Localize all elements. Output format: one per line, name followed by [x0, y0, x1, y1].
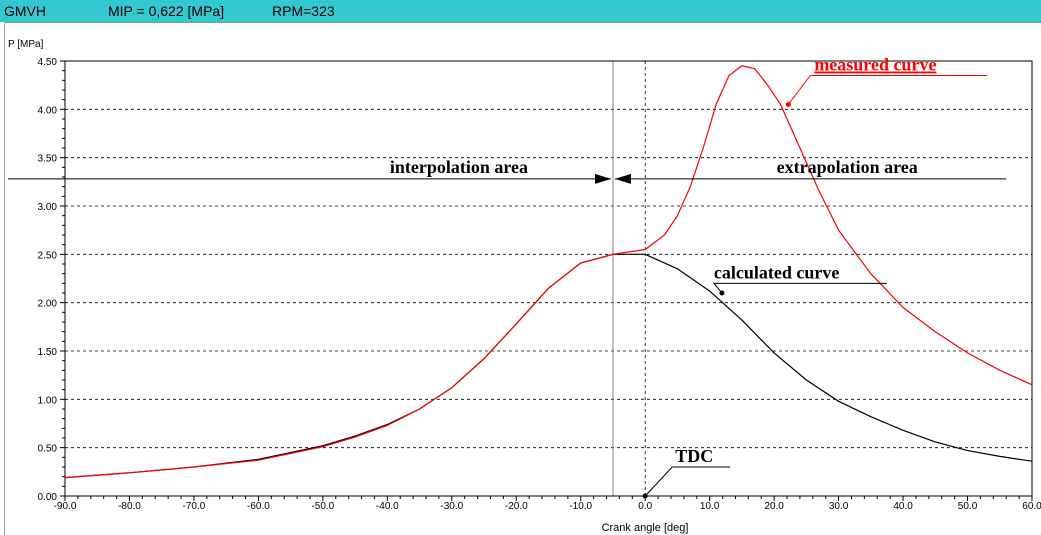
y-tick-label: 2.50 [38, 250, 58, 261]
x-tick-label: -10.0 [569, 501, 592, 512]
calculated-curve-callout-line [712, 282, 887, 294]
x-tick-label: 30.0 [829, 501, 849, 512]
y-tick-label: 3.50 [38, 154, 58, 165]
plot-frame [64, 60, 1033, 497]
y-tick-label: 4.50 [38, 57, 58, 68]
x-tick-label: -40.0 [376, 501, 399, 512]
measured-curve-callout-line [787, 75, 987, 105]
rpm-readout: RPM=323 [272, 3, 335, 19]
x-tick-label: -20.0 [505, 501, 528, 512]
interpolation-arrowhead [594, 173, 611, 184]
y-axis-label: P [MPa] [8, 39, 44, 50]
y-tick-label: 4.00 [38, 105, 58, 116]
x-tick-label: 50.0 [958, 501, 978, 512]
x-tick-label: -50.0 [311, 501, 334, 512]
chart-annotations: interpolation area extrapolation area meas… [8, 55, 1007, 499]
chart-lines [64, 65, 1033, 479]
tdc-callout-line [644, 466, 731, 497]
interpolation-area-label: interpolation area [390, 157, 528, 177]
y-tick-label: 0.50 [38, 444, 58, 455]
measured-curve-label: measured curve [814, 55, 936, 75]
y-tick-label: 2.00 [38, 299, 58, 310]
title-bar: GMVH MIP = 0,622 [MPa] RPM=323 [0, 0, 1041, 23]
x-axis-label: Crank angle [deg] [602, 522, 689, 534]
chart-axes: 0.00 0.50 1.00 1.50 2.00 2.50 3.00 3.50 4.00 4.50… [38, 57, 1041, 512]
x-tick-label: -60.0 [247, 501, 270, 512]
x-tick-label: 20.0 [764, 501, 784, 512]
x-tick-label: -90.0 [54, 501, 77, 512]
x-tick-label: 40.0 [893, 501, 913, 512]
x-tick-label: 0.0 [638, 501, 652, 512]
tdc-label: TDC [675, 446, 713, 466]
series-line-measured-curve [64, 65, 1033, 479]
x-tick-label: -30.0 [440, 501, 463, 512]
extrapolation-area-label: extrapolation area [777, 157, 918, 177]
y-tick-label: 0.00 [38, 492, 58, 503]
mip-readout: MIP = 0,622 [MPa] [108, 3, 225, 19]
x-tick-label: -80.0 [118, 501, 141, 512]
y-tick-label: 1.50 [38, 347, 58, 358]
y-tick-label: 1.00 [38, 395, 58, 406]
app-title: GMVH [4, 3, 46, 19]
x-tick-label: -70.0 [183, 501, 206, 512]
x-tick-label: 60.0 [1022, 501, 1041, 512]
calculated-curve-label: calculated curve [714, 262, 839, 282]
extrapolation-arrowhead [614, 173, 631, 184]
chart-grid [65, 60, 1032, 496]
window-left-border [0, 22, 5, 535]
y-tick-label: 3.00 [38, 202, 58, 213]
x-tick-label: 10.0 [700, 501, 720, 512]
